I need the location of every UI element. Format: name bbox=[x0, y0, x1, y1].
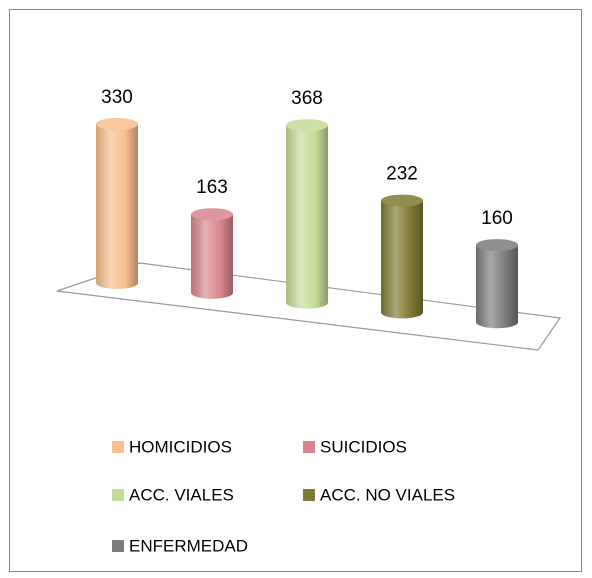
data-label: 368 bbox=[291, 88, 323, 109]
legend-swatch bbox=[303, 441, 315, 453]
bar-top bbox=[96, 117, 138, 130]
legend-label: SUICIDIOS bbox=[320, 437, 407, 456]
bar bbox=[476, 245, 518, 329]
bar bbox=[381, 200, 423, 319]
bar bbox=[286, 125, 328, 309]
legend-label: ENFERMEDAD bbox=[129, 536, 248, 555]
bar-top bbox=[191, 208, 233, 221]
legend-label: ACC. NO VIALES bbox=[320, 485, 455, 504]
bar bbox=[191, 214, 233, 299]
data-label: 160 bbox=[481, 208, 513, 229]
bar-top bbox=[286, 119, 328, 132]
legend-swatch bbox=[112, 540, 124, 552]
bar bbox=[96, 123, 138, 289]
legend-label: HOMICIDIOS bbox=[129, 437, 232, 456]
bar-top bbox=[381, 194, 423, 207]
legend-swatch bbox=[112, 489, 124, 501]
legend-swatch bbox=[112, 441, 124, 453]
data-label: 330 bbox=[101, 87, 133, 108]
legend-label: ACC. VIALES bbox=[129, 485, 234, 504]
legend-swatch bbox=[303, 489, 315, 501]
data-label: 163 bbox=[196, 177, 228, 198]
bar-top bbox=[476, 239, 518, 252]
data-label: 232 bbox=[386, 164, 418, 185]
